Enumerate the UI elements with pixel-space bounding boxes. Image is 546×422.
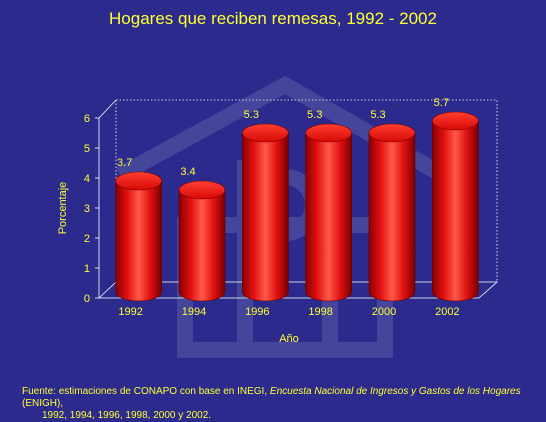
- data-label: 5.3: [307, 109, 322, 121]
- x-tick-label: 1992: [118, 306, 142, 318]
- data-label: 5.7: [434, 97, 449, 109]
- data-label: 5.3: [370, 109, 385, 121]
- bar-top: [432, 111, 479, 131]
- bar-body: [178, 189, 226, 302]
- bar-2000: 5.3: [368, 109, 416, 302]
- x-tick-label: 1994: [182, 306, 206, 318]
- bar-top: [242, 123, 289, 143]
- source-years: 1992, 1994, 1996, 1998, 2000 y 2002.: [42, 410, 212, 421]
- bar-1994: 3.4: [178, 166, 226, 302]
- bar-body: [305, 132, 352, 302]
- bar-top: [305, 123, 352, 143]
- y-axis-label: Porcentaje: [57, 182, 69, 235]
- y-axis-ticks: 0 1 2 3 4 5 6: [84, 113, 99, 305]
- bar-1992: 3.7: [115, 157, 162, 302]
- data-label: 5.3: [244, 109, 259, 121]
- bar-1998: 5.3: [305, 109, 352, 302]
- x-axis-ticks: 1992 1994 1996 1998 2000 2002: [118, 306, 459, 318]
- x-tick-label: 2000: [372, 306, 396, 318]
- y-axis-depth: [98, 99, 117, 119]
- bar-top: [115, 171, 162, 191]
- bar-top: [178, 180, 226, 200]
- data-label: 3.7: [117, 157, 132, 169]
- y-tick-label: 0: [84, 293, 90, 305]
- x-tick-label: 1998: [308, 306, 332, 318]
- bar-body: [242, 132, 289, 302]
- y-tick-label: 6: [84, 113, 90, 125]
- bar-body: [115, 180, 162, 302]
- source-suffix: (ENIGH),: [22, 398, 64, 409]
- y-tick-label: 2: [84, 233, 90, 245]
- source-note: Fuente: estimaciones de CONAPO con base …: [22, 386, 542, 422]
- source-prefix: Fuente: estimaciones de CONAPO con base …: [22, 386, 270, 397]
- chart-title: Hogares que reciben remesas, 1992 - 2002: [109, 9, 437, 28]
- back-wall: [116, 99, 498, 282]
- x-tick-label: 2002: [435, 306, 459, 318]
- x-tick-label: 1996: [245, 306, 269, 318]
- bars: 3.7 3.4 5.3 5.3 5.3 5.7: [115, 97, 479, 302]
- y-tick-label: 5: [84, 143, 90, 155]
- floor: [98, 281, 499, 299]
- y-tick-label: 4: [84, 173, 90, 185]
- bar-body: [368, 132, 416, 302]
- bar-top: [368, 123, 416, 143]
- y-tick-label: 3: [84, 203, 90, 215]
- bar-body: [432, 120, 479, 302]
- x-axis-label: Año: [279, 333, 299, 345]
- bar-1996: 5.3: [242, 109, 289, 302]
- data-label: 3.4: [180, 166, 195, 178]
- source-survey: Encuesta Nacional de Ingresos y Gastos d…: [269, 386, 521, 397]
- bar-2002: 5.7: [432, 97, 479, 302]
- y-tick-label: 1: [84, 263, 90, 275]
